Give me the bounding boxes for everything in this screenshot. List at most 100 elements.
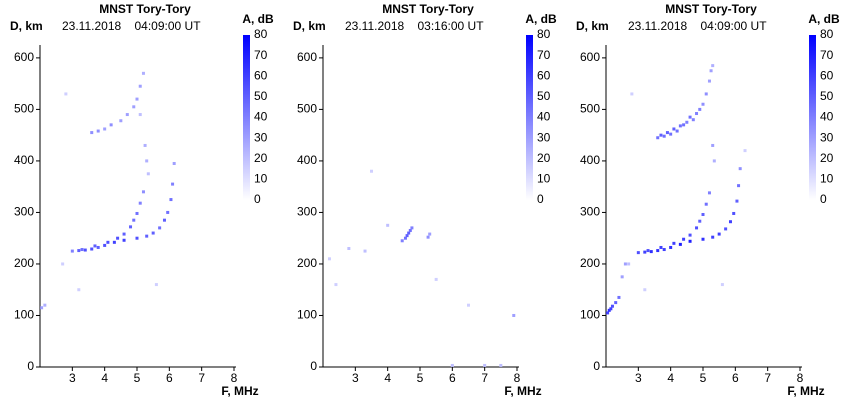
echo-point (106, 241, 109, 244)
echo-point (139, 202, 142, 205)
echo-point (406, 234, 409, 237)
y-tick-label: 500 (580, 102, 600, 116)
echo-point (705, 203, 708, 206)
echo-point (729, 220, 732, 223)
echo-point (129, 225, 132, 228)
chart-title: MNST Tory-Tory (382, 2, 474, 16)
colorbar-tick-label: 50 (537, 89, 551, 103)
echo-point (735, 200, 738, 203)
colorbar-tick-label: 0 (254, 192, 261, 206)
echo-point (689, 234, 692, 237)
echo-point (142, 72, 145, 75)
colorbar-tick-label: 20 (254, 151, 268, 165)
echo-point (40, 306, 43, 309)
echo-point (663, 248, 666, 251)
echo-point (145, 235, 148, 238)
x-tick-label: 7 (198, 371, 205, 385)
echo-point (428, 233, 431, 236)
x-tick-label: 5 (417, 371, 424, 385)
y-axis-label: D, km (293, 19, 326, 33)
y-tick-label: 600 (297, 50, 317, 64)
colorbar (809, 35, 816, 200)
echo-point (659, 246, 662, 249)
echo-point (132, 219, 135, 222)
echo-point (123, 239, 126, 242)
echo-point (116, 237, 119, 240)
echo-point (708, 191, 711, 194)
y-tick-label: 600 (580, 50, 600, 64)
echo-point (732, 212, 735, 215)
x-tick-label: 7 (481, 371, 488, 385)
echo-point (483, 364, 486, 367)
echo-point (126, 113, 129, 116)
echo-point (702, 103, 705, 106)
echo-point (650, 250, 653, 253)
y-tick-label: 100 (297, 308, 317, 322)
y-tick-label: 400 (14, 153, 34, 167)
echo-point (676, 130, 679, 133)
colorbar-label: A, dB (242, 12, 274, 26)
echo-point (136, 212, 139, 215)
echo-point (656, 249, 659, 252)
y-tick-label: 300 (297, 205, 317, 219)
subtitle: 23.11.2018 04:09:00 UT (62, 19, 201, 33)
echo-point (328, 257, 331, 260)
echo-point (93, 244, 96, 247)
x-tick-label: 8 (514, 371, 521, 385)
echo-point (621, 275, 624, 278)
y-tick-label: 0 (310, 359, 317, 373)
echo-point (672, 242, 675, 245)
x-tick-label: 3 (69, 371, 76, 385)
colorbar-tick-label: 10 (537, 172, 551, 186)
echo-point (139, 113, 142, 116)
colorbar-tick-label: 70 (254, 48, 268, 62)
echo-point (737, 184, 740, 187)
echo-point (77, 249, 80, 252)
y-tick-label: 300 (14, 205, 34, 219)
echo-point (173, 162, 176, 165)
colorbar-tick-label: 0 (820, 192, 827, 206)
echo-point (427, 236, 430, 239)
colorbar-tick-label: 20 (820, 151, 834, 165)
echo-point (81, 248, 84, 251)
echo-point (659, 134, 662, 137)
echo-point (672, 127, 675, 130)
subtitle: 23.11.2018 04:09:00 UT (628, 19, 767, 33)
subtitle: 23.11.2018 03:16:00 UT (345, 19, 484, 33)
colorbar-tick-label: 30 (254, 130, 268, 144)
y-tick-label: 100 (14, 308, 34, 322)
colorbar-tick-label: 80 (820, 27, 834, 41)
y-tick-label: 500 (297, 102, 317, 116)
chart-title: MNST Tory-Tory (99, 2, 191, 16)
echo-point (404, 237, 407, 240)
echo-point (123, 233, 126, 236)
echo-point (643, 251, 646, 254)
y-axis-label: D, km (576, 19, 609, 33)
echo-point (679, 124, 682, 127)
echo-point (702, 238, 705, 241)
echo-point (467, 304, 470, 307)
colorbar (243, 35, 250, 200)
echo-point (77, 288, 80, 291)
echo-point (90, 248, 93, 251)
echo-point (609, 307, 612, 310)
colorbar-tick-label: 70 (820, 48, 834, 62)
echo-point (103, 244, 106, 247)
echo-point (708, 80, 711, 83)
x-axis-label: F, MHz (787, 384, 824, 398)
echo-point (386, 224, 389, 227)
echo-point (606, 311, 609, 314)
x-axis-label: F, MHz (221, 384, 258, 398)
colorbar-tick-label: 20 (537, 151, 551, 165)
y-tick-label: 200 (580, 256, 600, 270)
colorbar-tick-label: 80 (254, 27, 268, 41)
y-tick-label: 400 (297, 153, 317, 167)
echo-point (689, 116, 692, 119)
echo-point (682, 238, 685, 241)
echo-point (152, 232, 155, 235)
colorbar-tick-label: 70 (537, 48, 551, 62)
echo-point (71, 250, 74, 253)
echo-point (155, 283, 158, 286)
y-tick-label: 0 (27, 359, 34, 373)
echo-point (724, 227, 727, 230)
